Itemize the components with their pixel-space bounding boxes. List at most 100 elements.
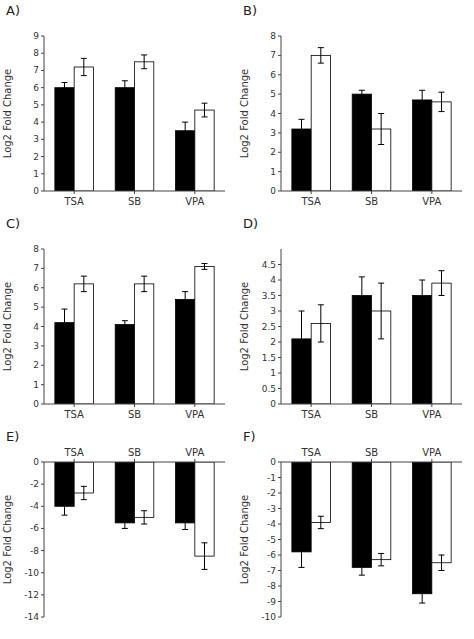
x-tick-label: SB	[128, 447, 141, 458]
x-tick	[194, 191, 195, 194]
error-bar	[419, 584, 425, 603]
y-tick	[278, 55, 281, 56]
error-bar	[141, 55, 147, 69]
y-axis-label: Log2 Fold Change	[2, 495, 13, 585]
y-tick	[41, 462, 44, 463]
error-bar	[182, 516, 188, 529]
y-tick-label: 4	[33, 117, 39, 127]
y-tick	[278, 617, 281, 618]
error-bar	[201, 543, 207, 570]
error-bar	[359, 277, 365, 314]
y-tick-label: -10	[261, 612, 276, 622]
error-bar	[141, 511, 147, 524]
y-tick-label: 4	[270, 109, 276, 119]
y-tick	[278, 373, 281, 374]
panel: E)Log2 Fold Change-14-12-10-8-6-4-20TSAS…	[2, 429, 225, 622]
y-tick-label: 0	[270, 399, 276, 409]
y-tick	[278, 94, 281, 95]
y-tick	[41, 156, 44, 157]
x-tick-label: VPA	[422, 447, 441, 458]
error-bar	[378, 553, 384, 565]
y-tick-label: 6	[270, 70, 276, 80]
y-tick	[41, 173, 44, 174]
bar	[135, 62, 154, 191]
x-tick	[431, 404, 432, 407]
x-tick	[431, 459, 432, 462]
y-tick	[41, 404, 44, 405]
y-tick-label: 2	[270, 337, 276, 347]
panel-label: A)	[6, 3, 20, 18]
y-tick-label: 6	[33, 283, 39, 293]
error-bar	[182, 292, 188, 308]
error-bar	[81, 486, 87, 499]
y-tick-label: 8	[33, 244, 39, 254]
y-tick	[41, 122, 44, 123]
y-tick	[278, 113, 281, 114]
error-bar	[438, 92, 444, 111]
x-tick	[371, 459, 372, 462]
bar	[432, 462, 451, 563]
y-axis-label: Log2 Fold Change	[2, 69, 13, 159]
y-tick-label: 2	[33, 152, 39, 162]
error-bar	[318, 48, 324, 64]
y-tick-label: 1	[270, 368, 276, 378]
error-bar	[318, 516, 324, 528]
plot-area	[55, 462, 214, 569]
bar	[135, 462, 154, 517]
plot-area	[292, 48, 451, 191]
x-tick	[431, 191, 432, 194]
panel-label: D)	[243, 216, 258, 231]
x-tick-label: VPA	[422, 409, 441, 420]
x-tick	[74, 404, 75, 407]
y-tick-label: 3	[33, 341, 39, 351]
y-tick	[41, 345, 44, 346]
y-tick-label: 8	[270, 31, 276, 41]
y-tick	[41, 249, 44, 250]
y-axis-label: Log2 Fold Change	[239, 495, 250, 585]
error-bar	[378, 114, 384, 145]
error-bar	[438, 271, 444, 296]
error-bar	[62, 497, 68, 515]
y-tick-label: 8	[33, 48, 39, 58]
y-tick	[41, 139, 44, 140]
y-tick	[278, 295, 281, 296]
y-tick	[278, 357, 281, 358]
y-axis-line	[44, 36, 45, 191]
error-bar	[419, 280, 425, 311]
y-tick	[41, 617, 44, 618]
x-tick	[134, 459, 135, 462]
bar	[74, 284, 93, 404]
plot-area	[55, 264, 214, 404]
y-tick	[278, 539, 281, 540]
x-tick-label: SB	[365, 196, 378, 207]
x-tick-label: VPA	[185, 409, 204, 420]
bar	[195, 266, 214, 404]
panel: F)Log2 Fold Change-10-9-8-7-6-5-4-3-2-10…	[239, 429, 462, 622]
y-tick	[278, 477, 281, 478]
y-tick	[278, 524, 281, 525]
bar	[115, 88, 134, 191]
bar	[413, 100, 432, 191]
bar	[311, 55, 330, 191]
y-tick	[41, 484, 44, 485]
y-tick	[41, 53, 44, 54]
error-bar	[62, 83, 68, 93]
bar	[311, 462, 330, 522]
y-tick	[278, 586, 281, 587]
y-tick	[278, 404, 281, 405]
y-tick-label: -2	[30, 479, 39, 489]
error-bar	[299, 119, 305, 138]
bar	[352, 462, 371, 567]
bar	[413, 296, 432, 405]
y-tick-label: 0	[270, 186, 276, 196]
y-tick	[41, 287, 44, 288]
y-tick	[41, 191, 44, 192]
y-tick-label: 7	[33, 65, 39, 75]
y-tick-label: 2.5	[262, 322, 276, 332]
y-tick	[41, 307, 44, 308]
y-tick-label: 2	[270, 147, 276, 157]
y-tick	[278, 36, 281, 37]
y-tick-label: -6	[30, 523, 39, 533]
panel-label: B)	[243, 3, 257, 18]
bar	[372, 462, 391, 560]
